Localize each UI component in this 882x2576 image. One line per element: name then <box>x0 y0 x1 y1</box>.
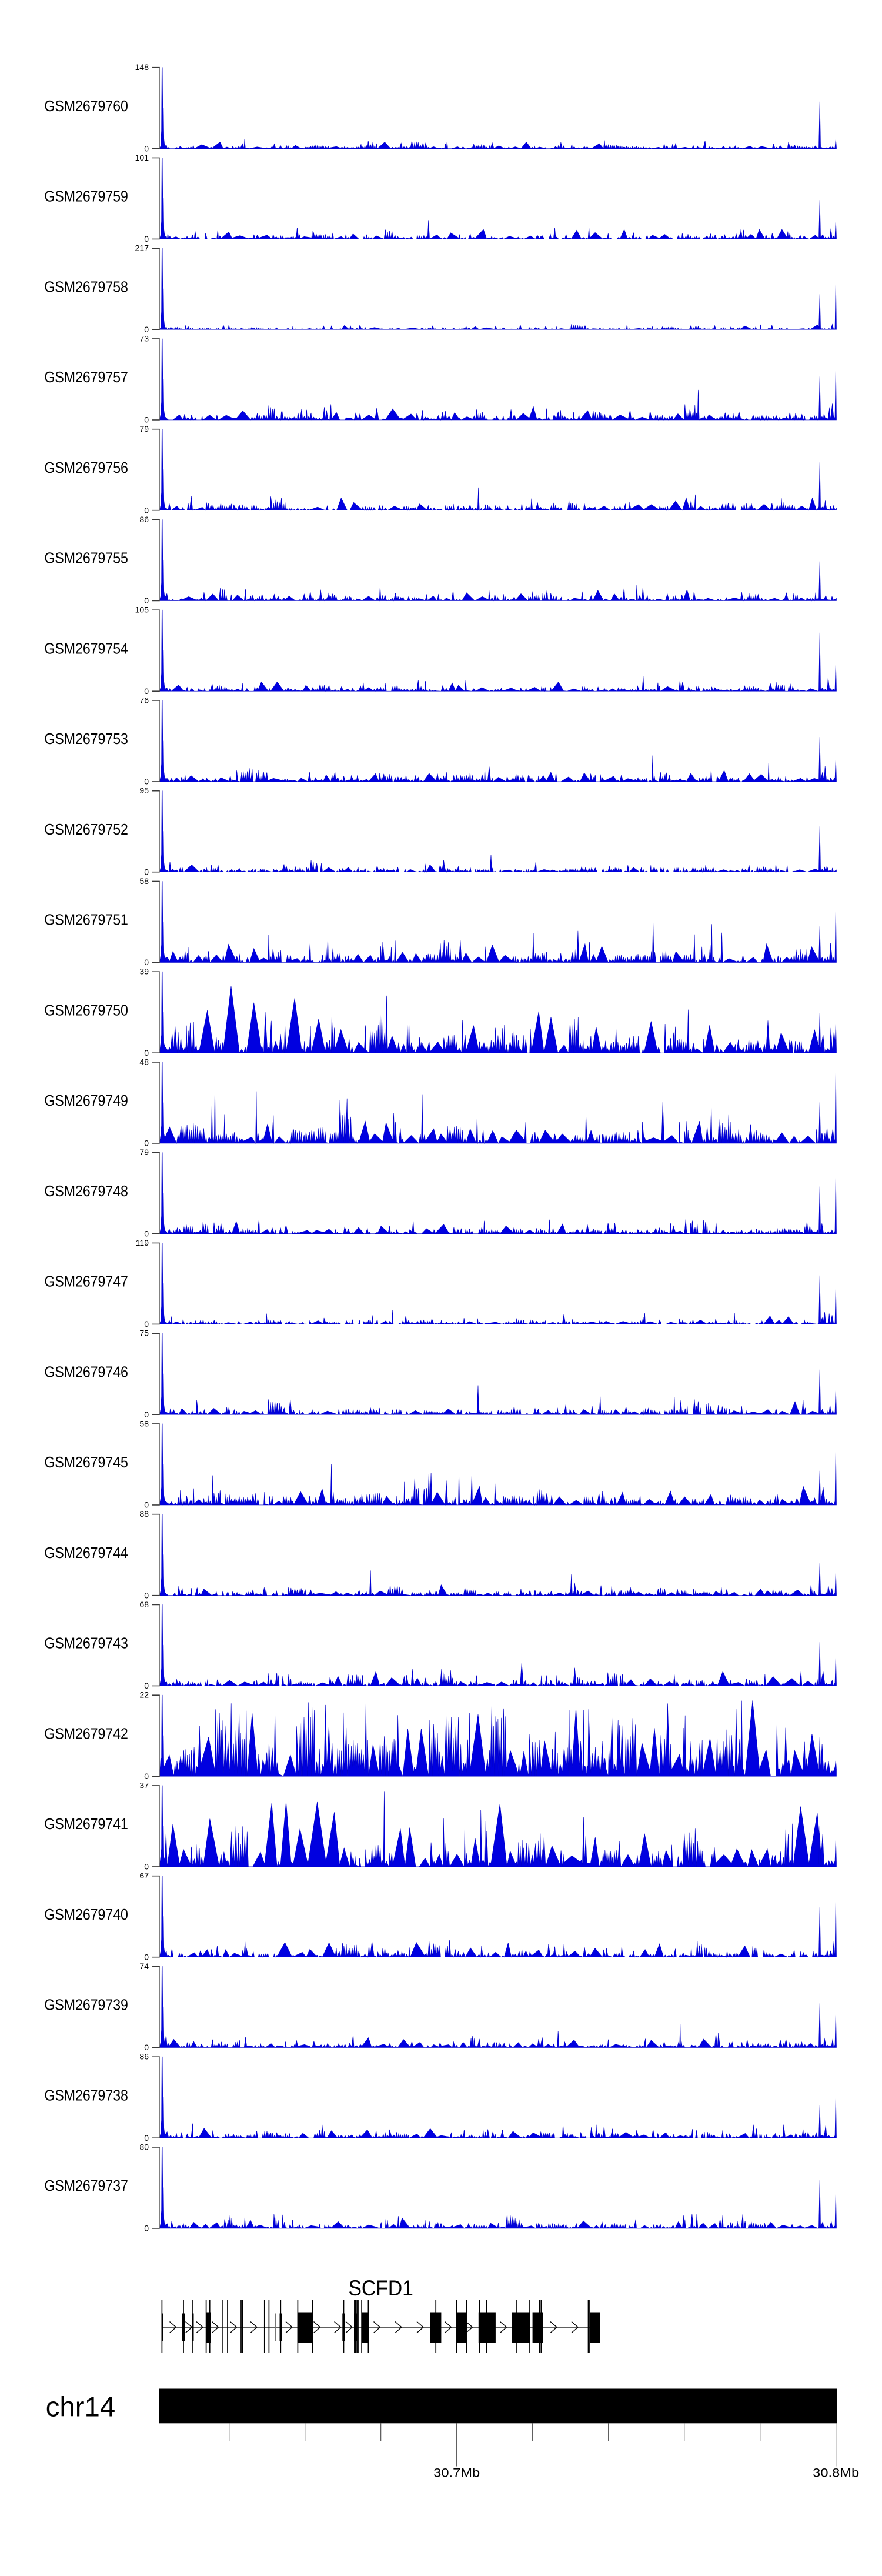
svg-text:0: 0 <box>144 2224 149 2233</box>
svg-text:0: 0 <box>144 1681 149 1690</box>
svg-text:SCFD1: SCFD1 <box>348 2276 413 2300</box>
svg-text:GSM2679756: GSM2679756 <box>44 459 128 476</box>
svg-text:48: 48 <box>139 1057 149 1066</box>
svg-text:chr14: chr14 <box>46 2392 116 2423</box>
svg-text:GSM2679744: GSM2679744 <box>44 1544 128 1561</box>
svg-text:0: 0 <box>144 1771 149 1781</box>
svg-text:74: 74 <box>139 1961 149 1971</box>
svg-text:0: 0 <box>144 1048 149 1057</box>
svg-text:58: 58 <box>139 1419 149 1428</box>
svg-text:0: 0 <box>144 325 149 334</box>
svg-text:GSM2679742: GSM2679742 <box>44 1724 128 1742</box>
svg-text:GSM2679751: GSM2679751 <box>44 911 128 929</box>
svg-text:GSM2679741: GSM2679741 <box>44 1815 128 1833</box>
svg-text:GSM2679743: GSM2679743 <box>44 1634 128 1652</box>
svg-text:GSM2679739: GSM2679739 <box>44 1996 128 2014</box>
svg-text:GSM2679737: GSM2679737 <box>44 2177 128 2194</box>
svg-text:37: 37 <box>139 1780 149 1790</box>
svg-text:0: 0 <box>144 957 149 967</box>
svg-text:119: 119 <box>136 1238 149 1247</box>
svg-text:GSM2679749: GSM2679749 <box>44 1092 128 1109</box>
svg-text:GSM2679740: GSM2679740 <box>44 1906 128 1923</box>
svg-text:88: 88 <box>139 1509 149 1519</box>
svg-text:148: 148 <box>135 62 149 72</box>
svg-text:GSM2679745: GSM2679745 <box>44 1453 128 1471</box>
svg-text:GSM2679747: GSM2679747 <box>44 1273 128 1290</box>
svg-text:95: 95 <box>139 786 149 795</box>
svg-text:0: 0 <box>144 686 149 696</box>
svg-text:GSM2679752: GSM2679752 <box>44 820 128 838</box>
svg-text:86: 86 <box>139 2052 149 2061</box>
svg-text:0: 0 <box>144 1229 149 1238</box>
svg-text:0: 0 <box>144 2133 149 2143</box>
svg-text:75: 75 <box>139 1329 149 1338</box>
svg-text:68: 68 <box>139 1600 149 1609</box>
svg-text:73: 73 <box>139 333 149 343</box>
svg-text:217: 217 <box>135 243 149 253</box>
svg-text:30.8Mb: 30.8Mb <box>813 2466 859 2480</box>
svg-text:GSM2679748: GSM2679748 <box>44 1182 128 1200</box>
svg-text:0: 0 <box>144 596 149 605</box>
svg-text:80: 80 <box>139 2142 149 2151</box>
svg-text:GSM2679755: GSM2679755 <box>44 549 128 567</box>
svg-text:GSM2679753: GSM2679753 <box>44 730 128 748</box>
svg-text:GSM2679759: GSM2679759 <box>44 188 128 205</box>
svg-text:86: 86 <box>139 515 149 524</box>
svg-text:39: 39 <box>139 967 149 976</box>
svg-text:0: 0 <box>144 1862 149 1871</box>
svg-text:0: 0 <box>144 1319 149 1329</box>
svg-text:0: 0 <box>144 2043 149 2052</box>
svg-text:0: 0 <box>144 1590 149 1600</box>
svg-text:0: 0 <box>144 777 149 786</box>
svg-text:GSM2679760: GSM2679760 <box>44 97 128 115</box>
svg-text:67: 67 <box>139 1871 149 1880</box>
svg-text:101: 101 <box>135 153 149 162</box>
svg-text:105: 105 <box>135 605 149 615</box>
svg-text:0: 0 <box>144 415 149 425</box>
svg-text:GSM2679758: GSM2679758 <box>44 278 128 295</box>
svg-text:76: 76 <box>139 695 149 705</box>
svg-text:0: 0 <box>144 1952 149 1961</box>
svg-text:0: 0 <box>144 1139 149 1148</box>
svg-text:0: 0 <box>144 1410 149 1419</box>
svg-text:GSM2679754: GSM2679754 <box>44 639 128 657</box>
svg-text:30.7Mb: 30.7Mb <box>433 2466 480 2480</box>
svg-text:58: 58 <box>139 876 149 886</box>
svg-text:22: 22 <box>139 1690 149 1700</box>
svg-text:GSM2679746: GSM2679746 <box>44 1363 128 1380</box>
svg-text:0: 0 <box>144 1500 149 1510</box>
svg-text:0: 0 <box>144 867 149 876</box>
svg-text:GSM2679750: GSM2679750 <box>44 1001 128 1019</box>
svg-text:0: 0 <box>144 144 149 153</box>
svg-text:GSM2679738: GSM2679738 <box>44 2086 128 2104</box>
svg-text:79: 79 <box>139 424 149 433</box>
svg-text:0: 0 <box>144 505 149 515</box>
svg-text:79: 79 <box>139 1147 149 1157</box>
svg-text:0: 0 <box>144 234 149 243</box>
svg-text:GSM2679757: GSM2679757 <box>44 368 128 386</box>
